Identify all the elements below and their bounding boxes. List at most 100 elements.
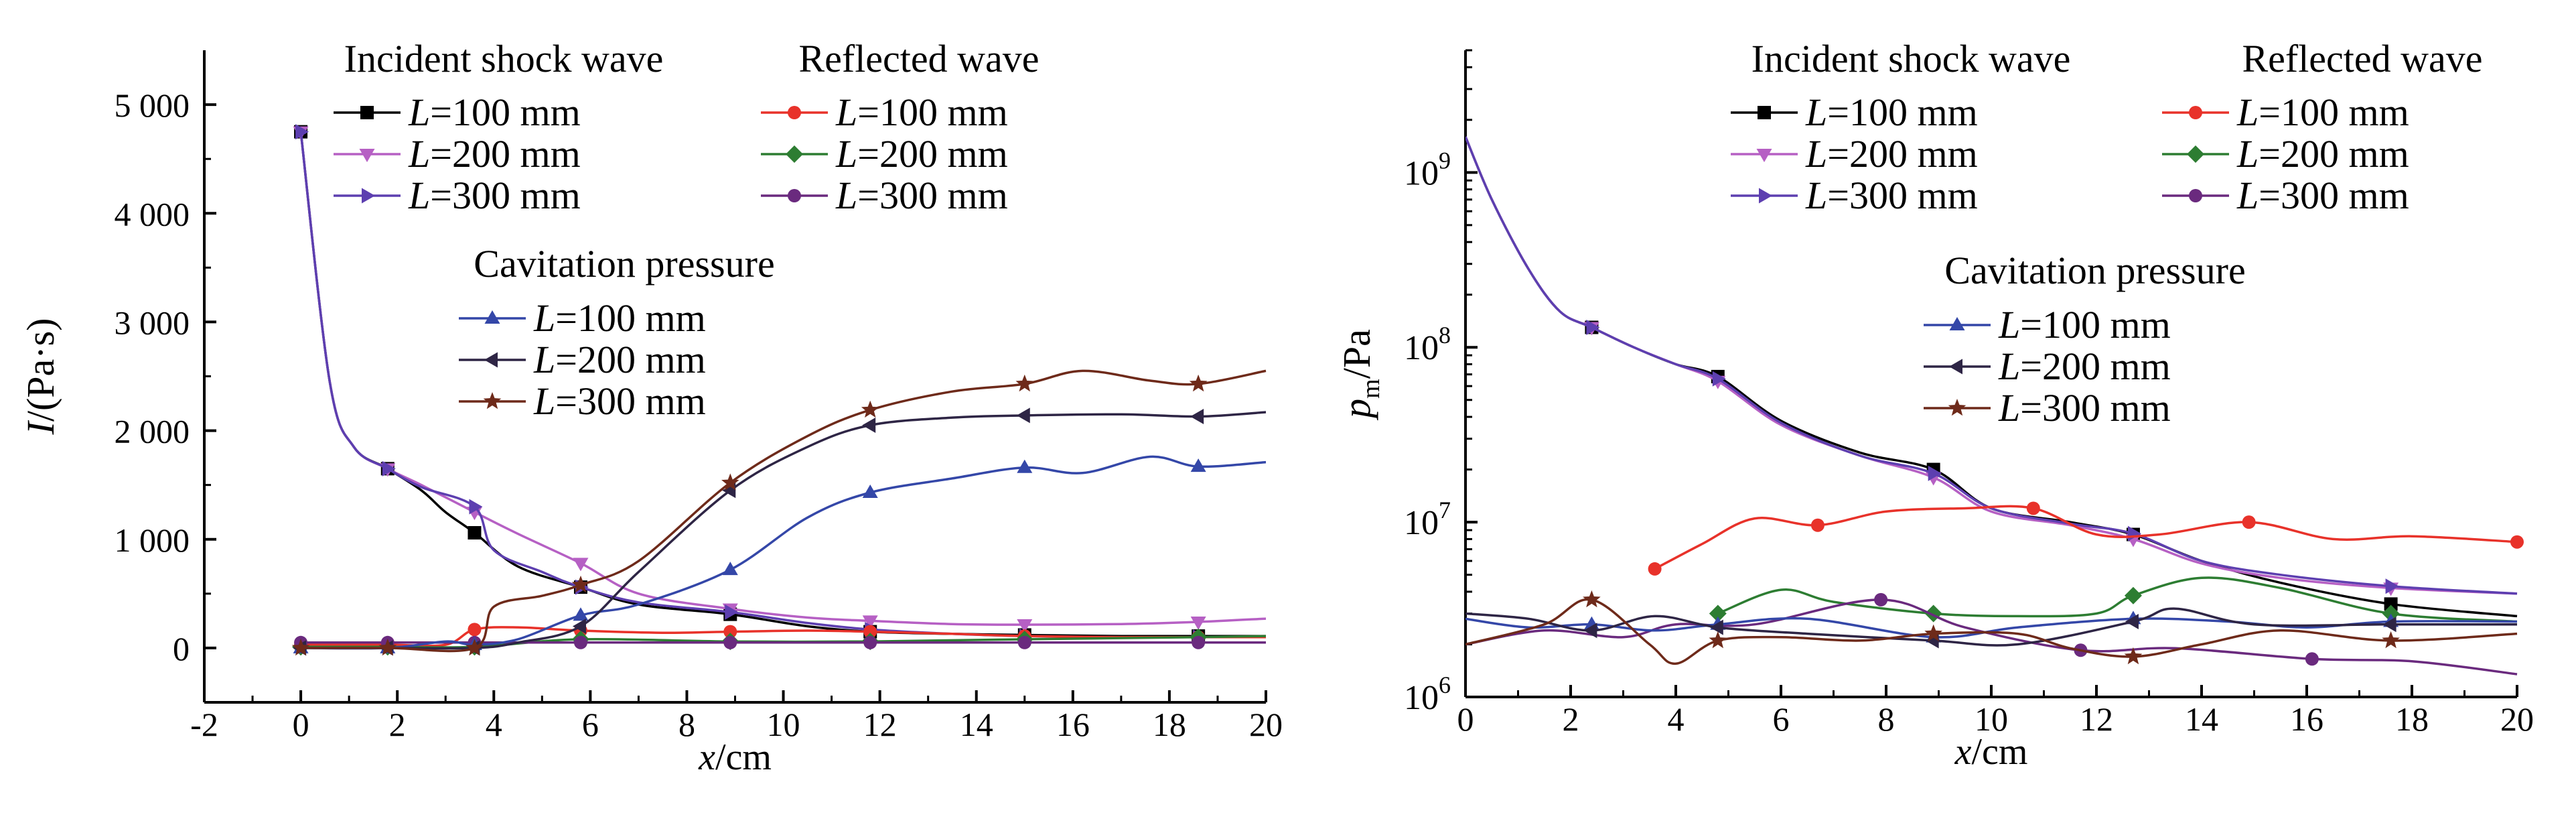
series-line: [301, 369, 1267, 653]
legend-entry: L=200 mm: [1924, 344, 2171, 388]
x-tick-label: 8: [678, 706, 695, 743]
legend-title: Incident shock wave: [1751, 37, 2071, 80]
legend-marker: [786, 145, 803, 163]
series-line: [1465, 607, 2517, 647]
data-point: [863, 625, 877, 639]
legend-entry: L=300 mm: [1731, 174, 1978, 217]
x-tick-label: 10: [767, 706, 800, 743]
legend-label: L=100 mm: [1998, 303, 2171, 346]
legend-entry: L=200 mm: [1731, 132, 1978, 176]
data-point: [1190, 616, 1206, 630]
x-tick-label: 2: [389, 706, 406, 743]
legend-entry: L=200 mm: [2162, 132, 2409, 176]
x-tick-label: 8: [1878, 700, 1895, 738]
legend-label-var: L: [408, 174, 430, 217]
legend-label-text: =200 mm: [2259, 132, 2409, 176]
legend-label-text: =200 mm: [1827, 132, 1977, 176]
x-tick-label: 12: [2080, 700, 2113, 738]
legend-label-text: =100 mm: [2259, 90, 2409, 134]
data-point: [1928, 465, 1942, 481]
data-point: [862, 615, 878, 629]
pressure-chart: 0 2 4 6 8 10 12 14 16 18 20106107108109x/cmpm/PaIn…: [1335, 37, 2534, 773]
x-tick-label: 10: [1975, 700, 2008, 738]
legend-label: L=200 mm: [1805, 132, 1978, 176]
data-point: [1190, 458, 1206, 472]
x-tick-label: 20: [2500, 700, 2534, 738]
legend-label: L=300 mm: [1998, 386, 2171, 430]
series-line: [301, 411, 1267, 650]
data-point: [2124, 647, 2143, 665]
data-point: [723, 635, 737, 649]
y-tick-label: 1 000: [115, 521, 190, 559]
data-point: [466, 638, 484, 656]
y-axis-label-var: I: [19, 420, 62, 435]
series-8: [291, 369, 1267, 656]
legend-marker: [2189, 106, 2202, 119]
legend-marker: [2189, 189, 2202, 202]
data-point: [2026, 501, 2040, 515]
legend-title: Reflected wave: [798, 37, 1039, 80]
y-tick-label: 106: [1404, 672, 1451, 717]
data-point: [1874, 592, 1888, 606]
legend-entry: L=300 mm: [2162, 174, 2409, 217]
legend-marker: [1949, 359, 1962, 375]
data-point: [1190, 409, 1204, 425]
legend-label-text: =200 mm: [2020, 344, 2170, 388]
y-tick-label: 108: [1404, 322, 1451, 367]
legend-label: L=300 mm: [835, 174, 1008, 217]
data-point: [2382, 617, 2396, 633]
legend-entry: L=100 mm: [761, 90, 1008, 134]
legend-title: Reflected wave: [2242, 37, 2482, 80]
y-axis-label: pm/Pa: [1335, 329, 1385, 421]
series-line: [1465, 598, 2518, 665]
legend-label: L=100 mm: [408, 90, 581, 134]
x-tick-label: 18: [1153, 706, 1186, 743]
data-point: [2382, 631, 2400, 649]
legend-entry: L=200 mm: [761, 132, 1008, 176]
data-point: [2510, 535, 2524, 549]
data-point: [2124, 586, 2142, 604]
legend-marker: [788, 189, 801, 202]
legend-entry: L=200 mm: [334, 132, 581, 176]
series-2: [1465, 136, 2518, 595]
data-point: [1583, 590, 1601, 608]
legend-label: L=100 mm: [2236, 90, 2409, 134]
legend-title: Cavitation pressure: [1944, 249, 2245, 292]
series-line: [1717, 576, 2518, 623]
x-tick-label: 6: [1773, 700, 1790, 738]
legend-label-var: L: [408, 132, 430, 176]
data-point: [1810, 518, 1824, 532]
y-tick-exponent: 7: [1439, 497, 1451, 523]
series-layer: [1465, 136, 2524, 676]
legend-label: L=200 mm: [533, 338, 706, 381]
x-axis-label-var: x: [1954, 731, 1972, 773]
legend-title: Cavitation pressure: [474, 242, 774, 285]
x-tick-label: -2: [190, 706, 218, 743]
legend-marker: [788, 106, 801, 119]
x-axis-label: x/cm: [698, 737, 772, 778]
y-tick-exponent: 8: [1439, 322, 1451, 348]
x-tick-label: 16: [1056, 706, 1090, 743]
legend-label-var: L: [1998, 344, 2020, 388]
data-point: [573, 558, 589, 572]
data-point: [1015, 374, 1034, 392]
legend-label: L=300 mm: [2236, 174, 2409, 217]
data-point: [1709, 604, 1727, 623]
series-5: [1465, 592, 2518, 676]
legend-label-var: L: [2236, 174, 2259, 217]
data-point: [378, 638, 397, 656]
data-point: [1709, 619, 1723, 635]
y-axis-label: I/(Pa·s): [19, 318, 62, 436]
x-tick-label: 6: [582, 706, 599, 743]
legend-label-var: L: [408, 90, 430, 134]
legend-label-var: L: [533, 296, 555, 340]
data-point: [2384, 597, 2398, 611]
data-point: [1192, 635, 1206, 649]
legend-label-text: =100 mm: [1827, 90, 1977, 134]
x-tick-label: 16: [2290, 700, 2323, 738]
x-axis-label-unit: /cm: [1971, 731, 2027, 773]
data-point: [1583, 623, 1597, 639]
